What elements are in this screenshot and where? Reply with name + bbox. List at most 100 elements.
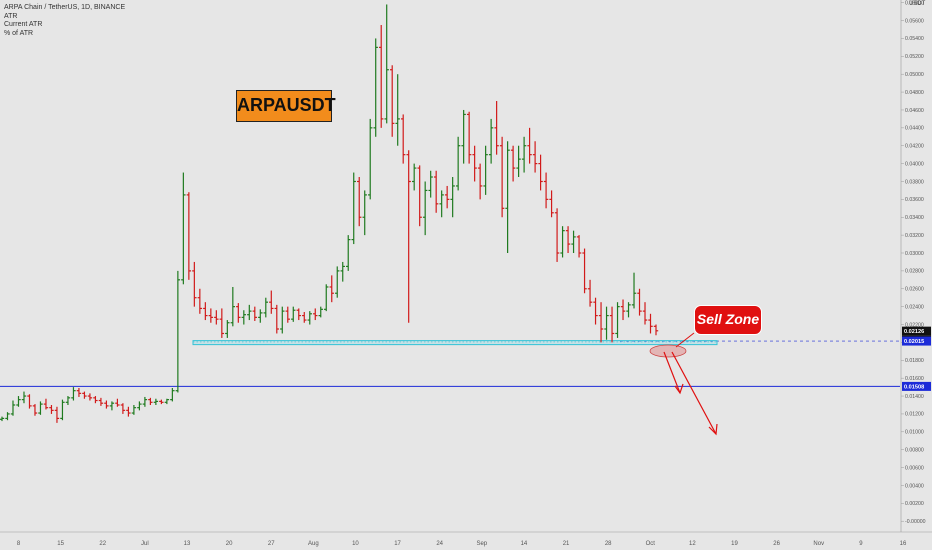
ticker-label: ARPAUSDT	[236, 90, 336, 122]
ohlc-bar-down	[565, 226, 571, 254]
ohlc-bar-up	[571, 230, 576, 254]
y-tick-label: 0.01800	[905, 358, 924, 364]
y-tick-label: 0.00200	[905, 501, 924, 507]
ohlc-bar-down	[269, 290, 274, 314]
y-tick-label: 0.05600	[905, 18, 924, 24]
y-tick-label: 0.01400	[905, 394, 924, 400]
ohlc-bar-down	[296, 308, 301, 321]
current-price-tag-bg	[902, 326, 931, 336]
horizontal-levels	[0, 340, 900, 387]
ohlc-bar-up	[422, 181, 428, 236]
ohlc-bar-down	[252, 306, 258, 321]
ohlc-bar-up	[0, 416, 5, 422]
ohlc-bar-up	[615, 302, 620, 338]
y-tick-label: 0.01200	[905, 412, 924, 418]
sell-zone-rectangle	[192, 340, 718, 346]
current-price-tag: 0.02126	[902, 326, 931, 336]
ohlc-bar-down	[598, 302, 604, 343]
ohlc-bar-up	[439, 190, 444, 218]
arrow-long-shaft	[671, 351, 717, 435]
ohlc-bar-down	[159, 399, 164, 405]
ohlc-bar-down	[76, 388, 82, 397]
legend-current-atr: Current ATR	[4, 21, 43, 28]
ohlc-bar-up	[16, 396, 21, 407]
ohlc-bar-up	[560, 226, 565, 258]
sell-zone-highlight	[649, 344, 687, 358]
ohlc-bar-down	[582, 248, 587, 294]
ohlc-bar-up	[10, 400, 16, 416]
ohlc-bar-up	[164, 398, 170, 405]
x-tick-label: 27	[268, 541, 275, 547]
ohlc-bar-down	[126, 406, 131, 417]
ohlc-bar-up	[21, 391, 27, 404]
ohlc-bar-up	[346, 235, 351, 271]
ohlc-bar-down	[302, 312, 307, 323]
y-tick-label: 0.00600	[905, 465, 924, 471]
ohlc-bar-up	[362, 190, 367, 236]
y-tick-label: 0.02200	[905, 322, 924, 328]
ohlc-bar-down	[527, 127, 532, 164]
projection-arrows	[649, 332, 718, 436]
ohlc-bar-down	[494, 101, 499, 155]
y-tick-label: 0.03200	[905, 233, 924, 239]
support-level-tag: 0.01508	[902, 381, 931, 391]
ohlc-bar-up	[516, 145, 521, 178]
x-tick-label: 24	[436, 541, 443, 547]
y-tick-label: 0.04000	[905, 161, 924, 167]
ohlc-bar-up	[411, 163, 417, 191]
ohlc-bar-up	[483, 145, 488, 195]
x-tick-label: 9	[859, 541, 863, 547]
price-axis[interactable]: 0.05800 0.05600 0.05400 0.05200 0.05000 0.048…	[900, 0, 926, 532]
ohlc-bar-up	[38, 401, 43, 415]
ohlc-bar-down	[549, 190, 554, 218]
x-tick-label: Aug	[308, 541, 319, 547]
ohlc-bar-up	[153, 398, 159, 405]
ohlc-bar-up	[291, 306, 296, 322]
ohlc-bar-up	[5, 412, 10, 421]
ohlc-bar-down	[609, 306, 615, 343]
ohlc-bar-down	[197, 288, 203, 314]
y-tick-label: 0.05000	[905, 72, 924, 78]
ohlc-bar-down	[477, 163, 483, 200]
ohlc-bar-down	[82, 391, 87, 399]
ohlc-bar-up	[142, 396, 148, 407]
ohlc-bar-up	[280, 306, 285, 334]
y-tick-label: 0.04600	[905, 108, 924, 114]
ohlc-bar-up	[318, 306, 323, 318]
ohlc-bar-down	[274, 304, 279, 334]
y-tick-label: 0.02800	[905, 269, 924, 275]
x-tick-label: 26	[773, 541, 780, 547]
ohlc-bar-up	[170, 388, 175, 402]
support-level-tag-text: 0.01508	[904, 384, 924, 390]
arrow-short-head	[674, 383, 684, 395]
ohlc-bar-down	[532, 141, 538, 173]
y-tick-label: 0.04200	[905, 144, 924, 150]
x-tick-label: 19	[731, 541, 738, 547]
y-tick-label: -0.00000	[905, 519, 926, 525]
ohlc-bar-up	[335, 266, 340, 298]
x-tick-label: 17	[394, 541, 401, 547]
axis-currency-label: USDT	[909, 1, 926, 7]
time-axis[interactable]: 8 15 22 Jul 13 20 27 Aug 10 17 24 Sep 14 21 28 Oct 12 19 2…	[0, 531, 932, 547]
support-level-tag-bg	[902, 381, 931, 391]
ohlc-bar-down	[648, 313, 653, 334]
x-tick-label: 15	[57, 541, 64, 547]
ohlc-bar-down	[417, 165, 422, 227]
y-tick-label: 0.03400	[905, 215, 924, 221]
x-tick-label: 10	[352, 541, 359, 547]
ohlc-bar-up	[60, 399, 65, 421]
ohlc-bar-down	[400, 114, 406, 164]
x-tick-label: 12	[689, 541, 696, 547]
ohlc-bar-down	[236, 303, 241, 323]
ohlc-bar-down	[472, 145, 477, 182]
ohlc-bar-down	[379, 25, 384, 128]
legend-atr: ATR	[4, 12, 18, 20]
ohlc-bar-down	[538, 154, 543, 191]
ohlc-bar-up	[521, 136, 527, 173]
x-tick-label: 28	[605, 541, 612, 547]
ohlc-bar-up	[395, 74, 400, 146]
ohlc-bar-down	[43, 398, 49, 410]
ohlc-bar-up	[324, 284, 329, 312]
